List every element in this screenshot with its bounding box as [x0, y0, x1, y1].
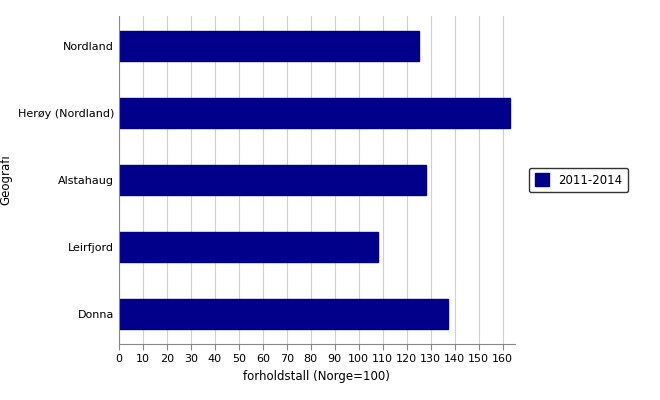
- X-axis label: forholdstall (Norge=100): forholdstall (Norge=100): [244, 370, 390, 383]
- Bar: [119, 31, 419, 61]
- Bar: [119, 165, 426, 195]
- Bar: [119, 299, 447, 329]
- Bar: [119, 232, 378, 262]
- Y-axis label: Geografi: Geografi: [0, 155, 12, 205]
- Bar: [119, 98, 510, 128]
- Legend: 2011-2014: 2011-2014: [529, 168, 628, 192]
